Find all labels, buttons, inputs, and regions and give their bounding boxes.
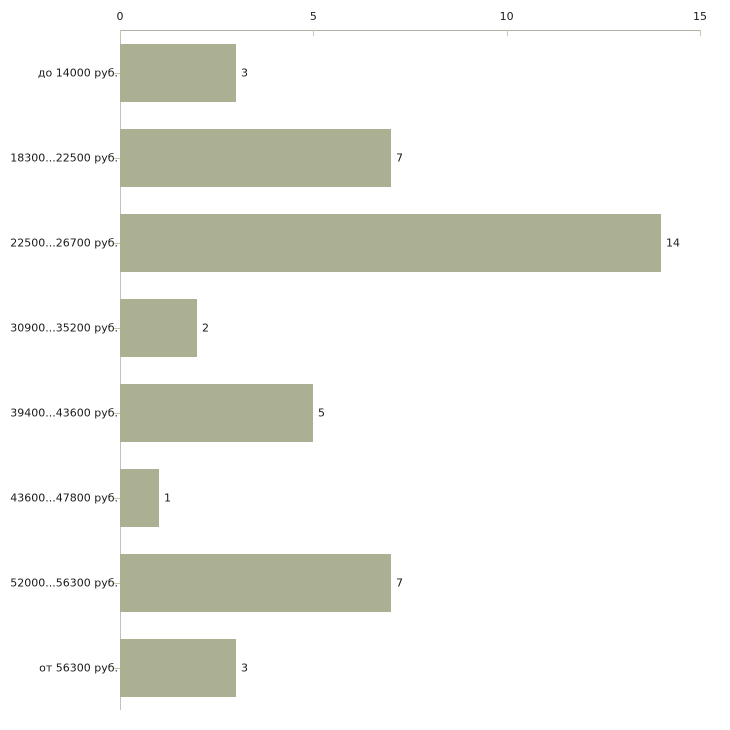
x-tick-label: 5 <box>309 10 317 23</box>
bar <box>120 554 391 612</box>
bar <box>120 639 236 697</box>
bar-value-label: 2 <box>202 321 209 335</box>
y-axis-category-label: 22500...26700 руб. <box>10 236 118 250</box>
x-tick-label: 0 <box>116 10 124 23</box>
bar-value-label: 3 <box>241 661 248 675</box>
y-tick-mark <box>114 583 120 584</box>
bar <box>120 469 159 527</box>
y-tick-mark <box>114 668 120 669</box>
bar-value-label: 7 <box>396 576 403 590</box>
y-tick-mark <box>114 243 120 244</box>
y-axis-category-label: до 14000 руб. <box>37 66 118 80</box>
y-axis-category-label: 39400...43600 руб. <box>10 406 118 420</box>
x-tick-label: 15 <box>693 10 707 23</box>
bar-value-label: 14 <box>666 236 680 250</box>
y-axis-category-label: от 56300 руб. <box>39 661 118 675</box>
x-tick-label: 10 <box>499 10 514 23</box>
y-tick-mark <box>114 328 120 329</box>
y-tick-mark <box>114 73 120 74</box>
bar-value-label: 5 <box>318 406 325 420</box>
bar <box>120 44 236 102</box>
x-tick-mark <box>506 30 508 36</box>
x-tick-mark <box>120 30 121 36</box>
x-tick-mark <box>700 30 701 36</box>
y-tick-mark <box>114 413 120 414</box>
y-axis-category-label: 18300...22500 руб. <box>10 151 118 165</box>
bar-value-label: 3 <box>241 66 248 80</box>
bar <box>120 129 391 187</box>
bar-value-label: 7 <box>396 151 403 165</box>
y-tick-mark <box>114 498 120 499</box>
bar-value-label: 1 <box>164 491 171 505</box>
y-axis-category-label: 52000...56300 руб. <box>10 576 118 590</box>
y-axis-category-label: 43600...47800 руб. <box>10 491 118 505</box>
bar <box>120 214 661 272</box>
x-tick-mark <box>313 30 315 36</box>
bar <box>120 299 197 357</box>
x-axis-line <box>120 30 700 31</box>
y-tick-mark <box>114 158 120 159</box>
y-axis-category-label: 30900...35200 руб. <box>10 321 118 335</box>
bar <box>120 384 313 442</box>
y-axis-line <box>120 30 121 710</box>
